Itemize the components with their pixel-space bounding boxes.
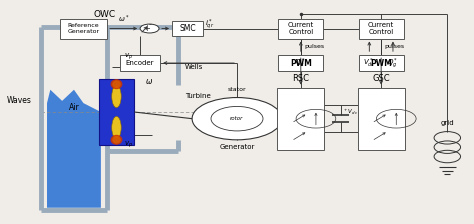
FancyBboxPatch shape [278,55,323,71]
Text: $^+V_{dc}$: $^+V_{dc}$ [343,107,358,117]
Text: Waves: Waves [7,96,32,105]
Text: Encoder: Encoder [126,60,155,66]
Text: OWC: OWC [93,10,116,19]
Ellipse shape [112,116,121,139]
Text: Current
Control: Current Control [288,22,314,35]
Ellipse shape [112,136,121,144]
Circle shape [140,24,159,33]
Text: Reference
Generator: Reference Generator [67,23,100,34]
Text: $Q^*_g$: $Q^*_g$ [387,56,399,71]
Text: Current
Control: Current Control [368,22,394,35]
FancyBboxPatch shape [359,55,403,71]
Circle shape [192,97,282,140]
Text: stator: stator [228,87,246,92]
Text: Wells: Wells [185,65,203,71]
Text: rotor: rotor [230,116,244,121]
FancyBboxPatch shape [357,88,405,150]
Text: Turbine: Turbine [185,93,211,99]
Text: grid: grid [440,120,454,126]
Text: GSC: GSC [373,74,390,83]
Text: +: + [143,24,150,33]
Ellipse shape [110,79,122,89]
Text: -: - [149,20,152,30]
FancyBboxPatch shape [359,19,403,39]
Ellipse shape [110,135,122,145]
Text: $v_p$: $v_p$ [124,140,133,150]
Text: PWM: PWM [370,58,392,67]
FancyBboxPatch shape [60,19,107,39]
Text: RSC: RSC [292,74,310,83]
Polygon shape [47,90,101,208]
Text: $Q^*_s$: $Q^*_s$ [295,56,306,70]
Text: $i^*_{qr}$: $i^*_{qr}$ [205,18,214,32]
Text: $\omega$: $\omega$ [145,78,153,86]
FancyBboxPatch shape [277,88,324,150]
FancyBboxPatch shape [172,21,203,36]
Text: $v_p$: $v_p$ [124,52,133,62]
Text: PWM: PWM [290,58,312,67]
FancyBboxPatch shape [278,19,323,39]
Text: $\omega^*$: $\omega^*$ [118,14,129,25]
FancyBboxPatch shape [99,79,134,145]
Text: SMC: SMC [179,24,196,33]
Text: Air: Air [69,103,79,112]
Text: Generator: Generator [219,144,255,150]
Ellipse shape [112,80,121,88]
Text: pulses: pulses [304,44,324,49]
Text: $V^*_{dc}$: $V^*_{dc}$ [363,56,375,70]
Ellipse shape [112,85,121,108]
Text: pulses: pulses [384,44,405,49]
FancyBboxPatch shape [120,55,160,71]
